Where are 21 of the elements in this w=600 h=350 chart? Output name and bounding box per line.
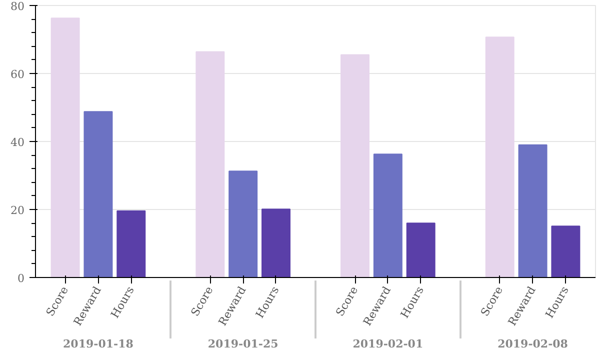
y-tick-label: 20 — [10, 204, 25, 217]
x-tick-label: 2019-01-18 — [63, 337, 134, 350]
bar — [262, 208, 290, 278]
bar — [50, 18, 80, 278]
bar — [373, 154, 402, 278]
y-tick-label: 80 — [10, 0, 25, 13]
y-tick-label: 0 — [18, 272, 24, 285]
bar — [116, 210, 146, 278]
bar — [485, 36, 514, 278]
bar — [551, 226, 580, 278]
bar — [518, 144, 548, 278]
y-tick-label: 40 — [10, 136, 25, 149]
x-tick-label: 2019-01-25 — [208, 337, 278, 350]
bar — [340, 54, 370, 278]
bar — [196, 51, 225, 278]
y-tick-label: 60 — [10, 68, 25, 81]
x-tick-label: 2019-02-01 — [352, 337, 424, 350]
bar — [406, 222, 436, 278]
bar — [228, 170, 258, 278]
x-tick-label: 2019-02-08 — [498, 337, 568, 350]
bar — [84, 111, 113, 278]
